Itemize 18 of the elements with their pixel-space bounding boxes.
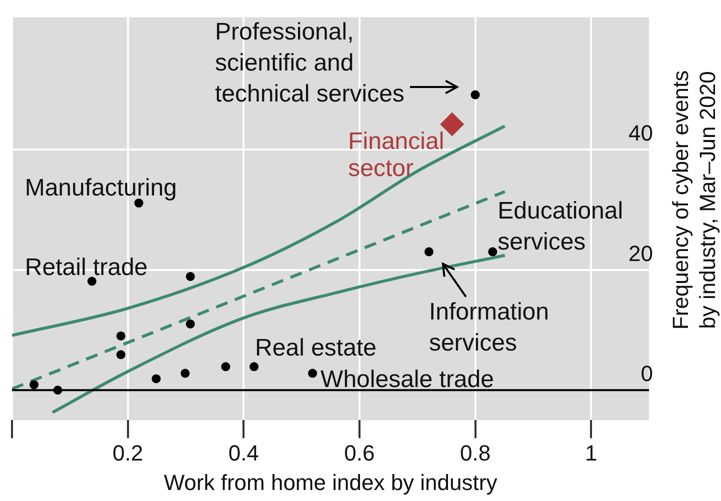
annotation: Manufacturing — [24, 174, 177, 202]
annotation: Real estate — [255, 334, 376, 362]
annotation: Educational services — [498, 197, 624, 256]
x-tick-label: 0.4 — [228, 440, 259, 466]
y-tick-label: 0 — [640, 361, 653, 386]
y-tick-label: 20 — [628, 240, 653, 266]
annotation: Wholesale trade — [320, 366, 494, 393]
x-tick-label: 1 — [584, 440, 598, 466]
y-tick-label: 40 — [628, 120, 653, 146]
x-tick-label: 0.8 — [460, 440, 491, 466]
series-label: Financial sector — [348, 128, 444, 182]
x-tick-label: 0.6 — [344, 440, 375, 466]
y-axis-title: Frequency of cyber events by industry, Mar–Jun 2020 — [668, 70, 720, 330]
x-axis-title: Work from home index by industry — [164, 470, 498, 495]
annotation: Retail trade — [24, 254, 148, 281]
x-tick-label: 0.2 — [112, 440, 144, 466]
annotation: Information services — [428, 298, 550, 356]
annotation: Professional, scientific and technical services — [215, 18, 404, 108]
